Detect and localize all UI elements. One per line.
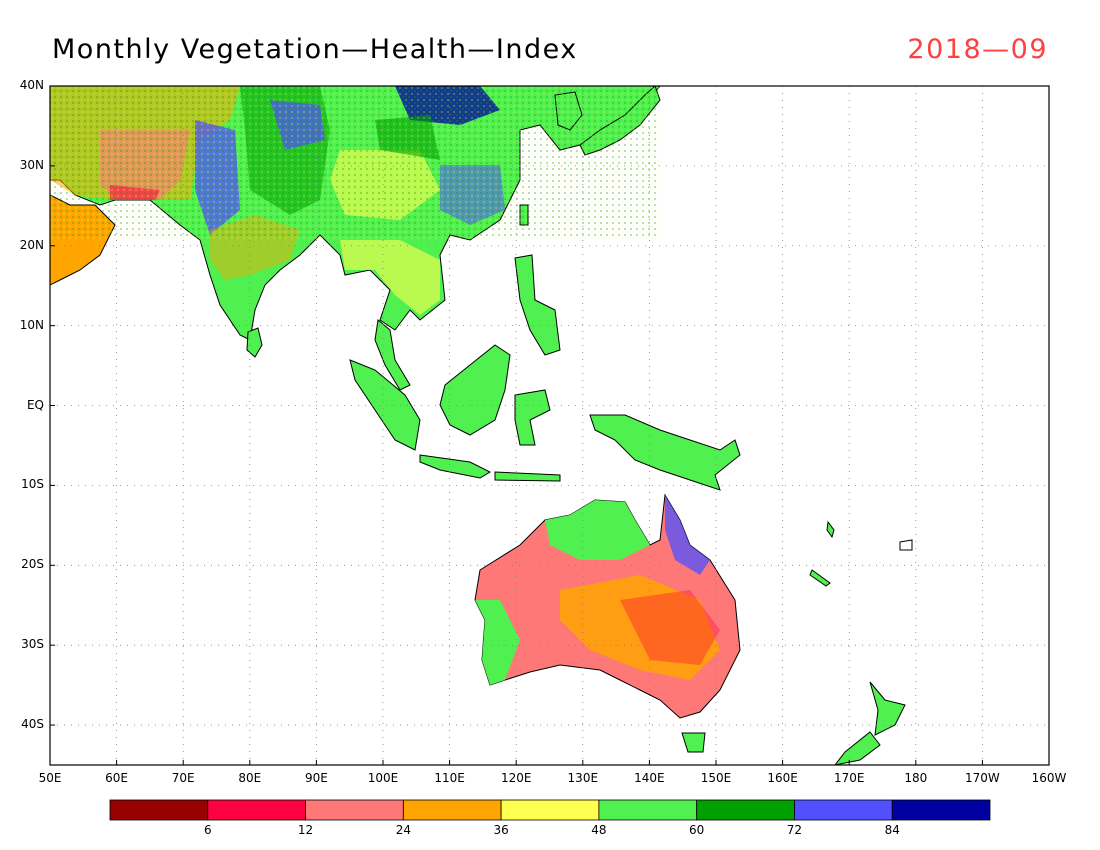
lon-tick-label: 100E xyxy=(367,771,399,785)
new-guinea xyxy=(589,414,741,491)
fiji xyxy=(899,539,913,551)
colorbar-tick-label: 24 xyxy=(395,823,411,837)
lon-tick-label: 130E xyxy=(567,771,599,785)
sumatra xyxy=(349,359,421,451)
lat-tick-label: 40S xyxy=(21,717,44,732)
lon-tick-label: 90E xyxy=(304,771,328,785)
colorbar-tick-label: 12 xyxy=(297,823,314,837)
new-caledonia xyxy=(809,569,831,587)
lon-tick-label: 110E xyxy=(434,771,465,785)
colorbar xyxy=(109,799,991,821)
lon-tick-label: 140E xyxy=(634,771,665,785)
lon-tick-label: 170E xyxy=(833,771,865,785)
australia-north xyxy=(545,500,650,560)
colorbar-swatch xyxy=(305,799,404,821)
lat-tick-label: 30N xyxy=(19,157,44,172)
tasmania xyxy=(681,732,706,753)
lon-tick-label: 80E xyxy=(238,771,262,785)
australia-east xyxy=(665,495,710,575)
philippines xyxy=(514,254,561,356)
colorbar-tick-label: 48 xyxy=(591,823,607,837)
colorbar-swatch xyxy=(794,799,893,821)
colorbar-tick-label: 72 xyxy=(786,823,803,837)
map-date: 2018—09 xyxy=(907,34,1048,65)
lat-tick-label: 10S xyxy=(21,477,44,492)
lon-tick-label: 70E xyxy=(171,771,195,785)
vanuatu xyxy=(826,520,835,539)
colorbar-swatch xyxy=(402,799,502,821)
colorbar-tick-label: 60 xyxy=(689,823,705,837)
lon-tick-label: 180 xyxy=(904,771,928,785)
borneo xyxy=(439,344,511,436)
lon-tick-label: 150E xyxy=(700,771,732,785)
colorbar-swatch xyxy=(598,799,698,821)
lesser-sunda xyxy=(494,471,561,482)
lon-tick-label: 60E xyxy=(105,771,129,785)
new-zealand-north xyxy=(869,681,906,736)
colorbar-tick-label: 36 xyxy=(493,823,509,837)
lat-tick-label: 30S xyxy=(21,637,44,652)
colorbar-swatch xyxy=(207,799,306,821)
colorbar-swatch xyxy=(696,799,795,821)
lat-tick-label: 40N xyxy=(19,78,44,92)
lat-tick-label: 20N xyxy=(19,237,44,252)
new-zealand-south xyxy=(834,731,881,765)
lon-tick-label: 120E xyxy=(500,771,532,785)
lon-tick-label: 160W xyxy=(1031,771,1067,785)
asia-vegetation-patches xyxy=(50,86,660,315)
lat-tick-label: EQ xyxy=(26,397,44,412)
map-frame xyxy=(49,85,1050,766)
lat-tick-label: 20S xyxy=(21,557,44,572)
sulawesi xyxy=(514,389,551,446)
colorbar-swatch xyxy=(109,799,209,821)
lat-tick-label: 10N xyxy=(19,317,44,332)
land-masses xyxy=(50,86,913,765)
sri-lanka xyxy=(246,327,263,358)
colorbar-tick-label: 6 xyxy=(203,823,212,837)
map-title: Monthly Vegetation—Health—Index xyxy=(52,34,578,65)
colorbar-tick-label: 84 xyxy=(884,823,900,837)
colorbar-swatch xyxy=(500,799,600,821)
australia-southwest xyxy=(475,600,520,685)
australia-center xyxy=(560,575,720,680)
colorbar-swatch xyxy=(891,799,991,821)
java xyxy=(419,454,492,479)
australia-core xyxy=(620,590,720,665)
lon-tick-label: 170W xyxy=(965,771,1000,785)
malay-peninsula xyxy=(374,319,411,391)
lon-tick-label: 50E xyxy=(38,771,62,785)
lon-tick-label: 160E xyxy=(767,771,798,785)
